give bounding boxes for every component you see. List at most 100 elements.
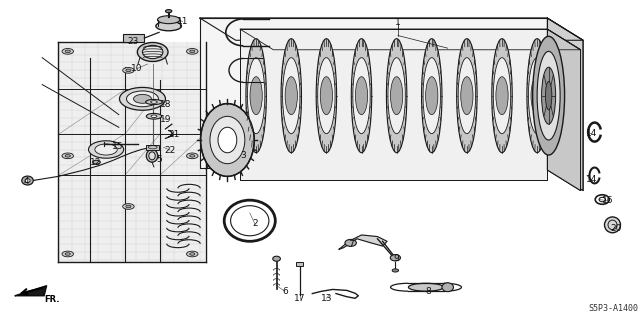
Ellipse shape bbox=[186, 49, 198, 54]
Ellipse shape bbox=[281, 39, 301, 153]
Ellipse shape bbox=[541, 67, 556, 124]
Text: 5: 5 bbox=[156, 155, 162, 163]
Polygon shape bbox=[15, 286, 47, 296]
Ellipse shape bbox=[22, 176, 33, 185]
Ellipse shape bbox=[157, 16, 180, 24]
Ellipse shape bbox=[218, 127, 237, 153]
Ellipse shape bbox=[147, 149, 158, 162]
Ellipse shape bbox=[250, 77, 262, 115]
Ellipse shape bbox=[189, 253, 195, 255]
Text: 20: 20 bbox=[610, 224, 621, 233]
Text: 12: 12 bbox=[90, 158, 101, 167]
Text: 23: 23 bbox=[128, 37, 140, 46]
Ellipse shape bbox=[123, 204, 134, 209]
Ellipse shape bbox=[65, 253, 70, 255]
Text: 18: 18 bbox=[160, 100, 172, 109]
Polygon shape bbox=[124, 34, 145, 42]
Ellipse shape bbox=[126, 205, 131, 208]
Polygon shape bbox=[339, 235, 387, 249]
Ellipse shape bbox=[147, 114, 162, 119]
Ellipse shape bbox=[527, 39, 547, 153]
Text: 1: 1 bbox=[395, 18, 401, 27]
Polygon shape bbox=[200, 18, 547, 169]
Ellipse shape bbox=[88, 141, 124, 158]
Ellipse shape bbox=[408, 283, 444, 291]
Ellipse shape bbox=[246, 39, 266, 153]
Ellipse shape bbox=[545, 81, 552, 110]
Text: FR.: FR. bbox=[44, 295, 60, 304]
Ellipse shape bbox=[62, 153, 74, 159]
Polygon shape bbox=[58, 42, 205, 262]
Ellipse shape bbox=[126, 69, 131, 72]
Ellipse shape bbox=[351, 39, 372, 153]
Ellipse shape bbox=[62, 49, 74, 54]
Ellipse shape bbox=[422, 39, 442, 153]
Text: 8: 8 bbox=[426, 287, 431, 296]
Ellipse shape bbox=[388, 58, 405, 134]
Polygon shape bbox=[147, 145, 159, 149]
Ellipse shape bbox=[423, 58, 440, 134]
Ellipse shape bbox=[138, 43, 168, 61]
Ellipse shape bbox=[62, 251, 74, 257]
Ellipse shape bbox=[65, 50, 70, 52]
Text: 13: 13 bbox=[321, 294, 332, 303]
Ellipse shape bbox=[143, 45, 163, 59]
Polygon shape bbox=[240, 29, 547, 180]
Ellipse shape bbox=[151, 101, 157, 103]
Ellipse shape bbox=[127, 91, 159, 107]
Ellipse shape bbox=[345, 239, 356, 246]
Polygon shape bbox=[240, 29, 580, 50]
Text: 11: 11 bbox=[177, 17, 188, 26]
Text: 16: 16 bbox=[602, 196, 613, 205]
Ellipse shape bbox=[496, 77, 508, 115]
Polygon shape bbox=[200, 18, 583, 40]
Text: 4: 4 bbox=[24, 177, 29, 186]
Ellipse shape bbox=[529, 58, 546, 134]
Ellipse shape bbox=[146, 100, 163, 105]
Ellipse shape bbox=[273, 256, 280, 261]
Ellipse shape bbox=[316, 39, 337, 153]
Ellipse shape bbox=[353, 58, 370, 134]
Ellipse shape bbox=[492, 39, 512, 153]
Text: 6: 6 bbox=[282, 287, 288, 296]
Text: 15: 15 bbox=[112, 142, 124, 151]
Ellipse shape bbox=[457, 39, 477, 153]
Ellipse shape bbox=[25, 179, 30, 183]
Ellipse shape bbox=[189, 50, 195, 52]
Ellipse shape bbox=[387, 39, 407, 153]
Ellipse shape bbox=[317, 58, 335, 134]
Text: S5P3-A1400: S5P3-A1400 bbox=[588, 304, 638, 313]
Text: 21: 21 bbox=[169, 130, 180, 139]
Ellipse shape bbox=[283, 58, 300, 134]
Text: 19: 19 bbox=[160, 115, 172, 124]
Ellipse shape bbox=[210, 116, 245, 164]
Ellipse shape bbox=[531, 77, 543, 115]
Text: 10: 10 bbox=[131, 64, 143, 73]
Ellipse shape bbox=[532, 36, 564, 155]
Ellipse shape bbox=[200, 104, 254, 176]
Ellipse shape bbox=[392, 269, 399, 272]
Ellipse shape bbox=[461, 77, 473, 115]
Ellipse shape bbox=[95, 144, 117, 155]
Ellipse shape bbox=[426, 77, 438, 115]
Polygon shape bbox=[547, 18, 583, 191]
Ellipse shape bbox=[189, 155, 195, 157]
Ellipse shape bbox=[320, 77, 333, 115]
Ellipse shape bbox=[390, 255, 401, 261]
Text: 3: 3 bbox=[241, 151, 246, 160]
Ellipse shape bbox=[123, 67, 134, 73]
Ellipse shape bbox=[537, 51, 560, 140]
Text: 17: 17 bbox=[294, 294, 305, 303]
Text: 22: 22 bbox=[164, 146, 175, 155]
Text: 14: 14 bbox=[586, 129, 597, 138]
Ellipse shape bbox=[151, 115, 157, 118]
Ellipse shape bbox=[93, 160, 100, 164]
Ellipse shape bbox=[186, 153, 198, 159]
Ellipse shape bbox=[65, 155, 70, 157]
Polygon shape bbox=[296, 262, 303, 266]
Ellipse shape bbox=[149, 152, 156, 160]
Text: 14: 14 bbox=[586, 175, 597, 184]
Ellipse shape bbox=[493, 58, 511, 134]
Ellipse shape bbox=[458, 58, 476, 134]
Ellipse shape bbox=[156, 21, 181, 31]
